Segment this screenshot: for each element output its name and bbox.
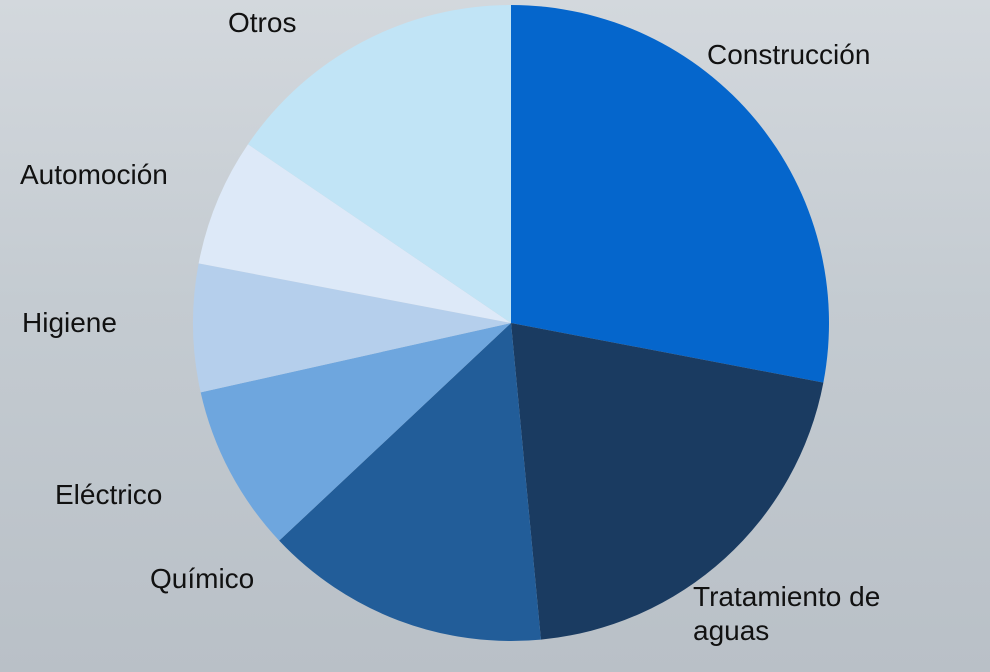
slice-label: Higiene xyxy=(22,307,117,338)
pie-slice xyxy=(198,144,511,323)
pie-slice xyxy=(511,5,830,383)
pie-slice xyxy=(247,5,511,323)
pie-slice xyxy=(193,263,512,393)
slice-label: Eléctrico xyxy=(55,479,163,510)
pie-slice xyxy=(279,323,541,641)
slice-label: Automoción xyxy=(20,159,168,190)
slice-label: Químico xyxy=(150,563,255,594)
pie-slice xyxy=(511,323,824,640)
pie-slice xyxy=(200,323,512,541)
slice-label: Tratamiento de aguas xyxy=(693,581,881,646)
slice-label: Otros xyxy=(228,7,297,38)
slice-label: Construcción xyxy=(707,39,871,70)
